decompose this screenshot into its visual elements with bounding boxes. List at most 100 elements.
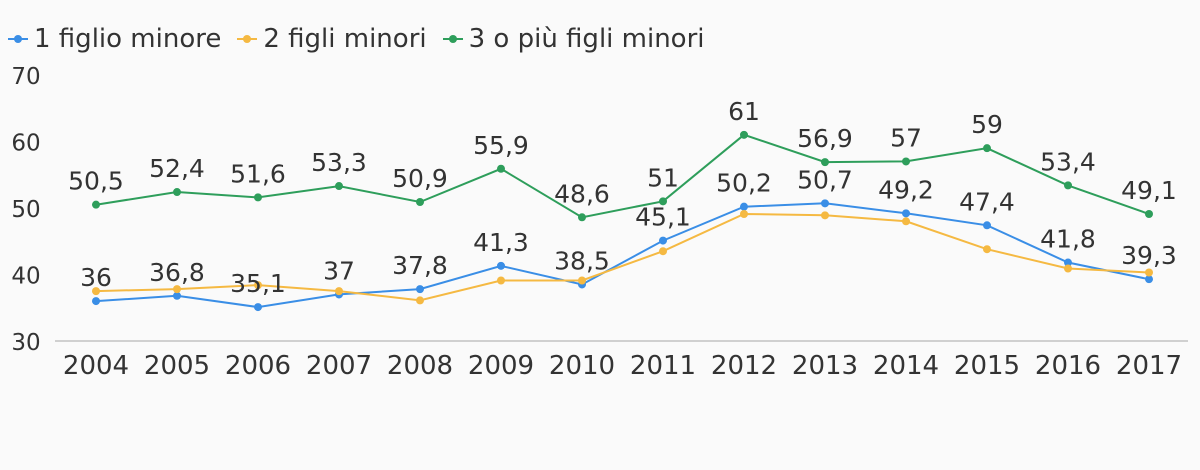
data-point-series-3 [821, 158, 829, 167]
y-tick-label: 50 [11, 197, 40, 223]
data-label-series-3: 51,6 [230, 159, 286, 188]
data-label-series-3: 56,9 [797, 124, 853, 153]
legend-label-series-1: 1 figlio minore [34, 24, 222, 54]
data-point-series-3 [740, 130, 748, 139]
data-point-series-3 [578, 213, 586, 222]
data-label-series-3: 57 [890, 123, 922, 152]
data-point-series-2 [821, 211, 829, 220]
legend-marker-series-1 [8, 32, 28, 46]
data-label-series-3: 49,1 [1121, 176, 1177, 205]
data-point-series-3 [1145, 209, 1153, 218]
data-point-series-2 [578, 276, 586, 285]
data-point-series-2 [902, 217, 910, 226]
x-tick-label: 2010 [549, 351, 615, 381]
data-label-series-1: 49,2 [878, 175, 934, 204]
data-point-series-1 [821, 199, 829, 208]
data-point-series-1 [983, 221, 991, 230]
x-tick-label: 2009 [468, 351, 534, 381]
data-label-series-1: 50,7 [797, 165, 853, 194]
series-line-3 [95, 133, 1150, 219]
data-point-series-1 [173, 291, 181, 300]
x-tick-label: 2014 [873, 351, 939, 381]
data-label-series-1: 37 [323, 256, 355, 285]
data-label-series-3: 55,9 [473, 131, 529, 160]
x-tick-label: 2017 [1116, 351, 1182, 381]
series-line-2 [95, 212, 1150, 302]
data-point-series-3 [335, 182, 343, 191]
data-label-series-1: 38,5 [554, 246, 610, 275]
data-point-series-2 [497, 276, 505, 285]
x-tick-label: 2015 [954, 351, 1020, 381]
data-label-series-1: 41,3 [473, 228, 529, 257]
data-point-series-2 [1064, 264, 1072, 273]
data-point-series-2 [173, 285, 181, 294]
y-tick-label: 70 [11, 64, 40, 90]
data-point-series-3 [254, 193, 262, 202]
data-label-series-3: 53,4 [1040, 147, 1096, 176]
y-tick-label: 40 [11, 264, 40, 290]
x-tick-label: 2011 [630, 351, 696, 381]
data-point-series-3 [173, 188, 181, 197]
data-point-series-3 [92, 200, 100, 209]
data-point-series-2 [254, 281, 262, 290]
x-tick-label: 2013 [792, 351, 858, 381]
data-point-series-3 [497, 164, 505, 173]
data-label-series-1: 36,8 [149, 258, 205, 287]
chart-legend: 1 figlio minore 2 figli minori 3 o più f… [8, 24, 705, 54]
data-label-series-3: 51 [647, 163, 679, 192]
y-tick-label: 60 [11, 131, 40, 157]
x-tick-label: 2006 [225, 351, 291, 381]
data-label-series-3: 59 [971, 110, 1003, 139]
legend-item-series-1[interactable]: 1 figlio minore [8, 24, 221, 54]
legend-dot-series-1 [14, 35, 22, 43]
x-tick-label: 2004 [63, 351, 129, 381]
data-point-series-1 [254, 303, 262, 312]
legend-item-series-3[interactable]: 3 o più figli minori [442, 24, 705, 54]
legend-dot-series-2 [243, 35, 252, 43]
data-point-series-2 [983, 245, 991, 254]
data-label-series-3: 61 [728, 97, 760, 126]
data-point-series-2 [740, 209, 748, 218]
data-point-series-2 [659, 247, 667, 256]
x-tick-label: 2008 [387, 351, 453, 381]
data-label-series-1: 45,1 [635, 203, 691, 232]
data-point-series-2 [335, 287, 343, 296]
data-label-series-3: 52,4 [149, 154, 205, 183]
data-point-series-1 [902, 209, 910, 218]
data-label-series-3: 53,3 [311, 148, 367, 177]
data-label-series-3: 50,5 [68, 167, 124, 196]
data-point-series-1 [659, 236, 667, 245]
data-point-series-1 [497, 261, 505, 270]
data-label-series-1: 47,4 [959, 187, 1015, 216]
data-point-series-3 [983, 144, 991, 153]
data-point-series-1 [1064, 258, 1072, 267]
y-tick-label: 30 [11, 330, 40, 356]
legend-dot-series-3 [448, 35, 457, 43]
data-point-series-2 [416, 296, 424, 305]
data-point-series-2 [1145, 268, 1153, 277]
legend-marker-series-2 [237, 32, 258, 46]
x-tick-label: 2007 [306, 351, 372, 381]
legend-label-series-3: 3 o più figli minori [468, 24, 705, 54]
data-point-series-3 [1064, 181, 1072, 190]
x-tick-label: 2005 [144, 351, 210, 381]
x-tick-label: 2016 [1035, 351, 1101, 381]
x-tick-label: 2012 [711, 351, 777, 381]
legend-label-series-2: 2 figli minori [263, 24, 427, 54]
data-label-series-1: 39,3 [1121, 241, 1177, 270]
data-point-series-1 [416, 285, 424, 294]
data-point-series-1 [740, 202, 748, 211]
data-point-series-1 [92, 297, 100, 306]
data-point-series-3 [659, 197, 667, 206]
data-label-series-1: 41,8 [1040, 225, 1096, 254]
data-point-series-3 [416, 198, 424, 207]
data-point-series-1 [1145, 275, 1153, 284]
data-label-series-1: 35,1 [230, 269, 286, 298]
data-point-series-3 [902, 157, 910, 166]
data-label-series-1: 36 [80, 263, 112, 292]
legend-item-series-2[interactable]: 2 figli minori [237, 24, 427, 54]
data-label-series-3: 48,6 [554, 179, 610, 208]
series-line-1 [95, 202, 1150, 309]
data-point-series-2 [92, 287, 100, 296]
